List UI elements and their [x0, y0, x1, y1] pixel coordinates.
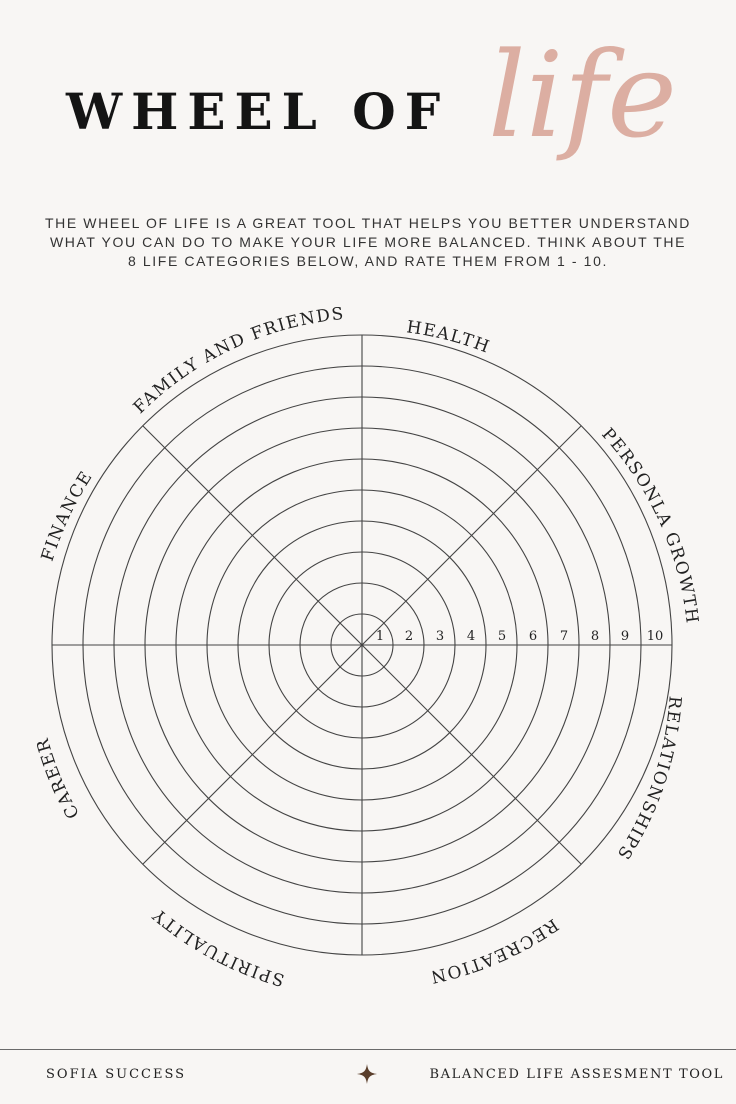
scale-label-3: 3	[436, 629, 444, 644]
intro-line-2: WHAT YOU CAN DO TO MAKE YOUR LIFE MORE B…	[49, 234, 687, 250]
category-labels: HEALTH PERSONLA GROWTH FAMILY AND FRIEND…	[33, 304, 702, 990]
intro-text: THE WHEEL OF LIFE IS A GREAT TOOL THAT H…	[40, 214, 696, 271]
category-relationships: RELATIONSHIPS	[612, 695, 685, 864]
scale-label-8: 8	[591, 629, 599, 644]
sparkle-icon	[357, 1064, 377, 1084]
footer-brand: SOFIA SUCCESS	[46, 1067, 187, 1082]
footer-divider	[0, 1049, 736, 1050]
scale-label-6: 6	[529, 629, 537, 644]
page-title-script: life	[488, 26, 677, 164]
page-title: WHEEL OF	[66, 82, 450, 141]
footer-tagline: BALANCED LIFE ASSESMENT TOOL	[429, 1067, 724, 1082]
category-career: CAREER	[33, 735, 84, 822]
category-personal-growth: PERSONLA GROWTH	[597, 424, 702, 625]
scale-label-5: 5	[498, 629, 506, 644]
scale-labels: 1 2 3 4 5 6 7 8 9 10	[376, 629, 663, 644]
category-spirituality: SPIRITUALITY	[149, 903, 287, 989]
scale-label-7: 7	[560, 629, 568, 644]
intro-line-3: 8 LIFE CATEGORIES BELOW, AND RATE THEM F…	[128, 253, 608, 269]
scale-label-10: 10	[647, 629, 664, 644]
scale-label-2: 2	[405, 629, 413, 644]
scale-label-1: 1	[376, 629, 384, 644]
scale-label-4: 4	[467, 629, 475, 644]
scale-label-9: 9	[621, 629, 629, 644]
intro-line-1: THE WHEEL OF LIFE IS A GREAT TOOL THAT H…	[44, 215, 691, 231]
wheel-spokes	[52, 335, 672, 955]
category-health: HEALTH	[405, 317, 493, 358]
